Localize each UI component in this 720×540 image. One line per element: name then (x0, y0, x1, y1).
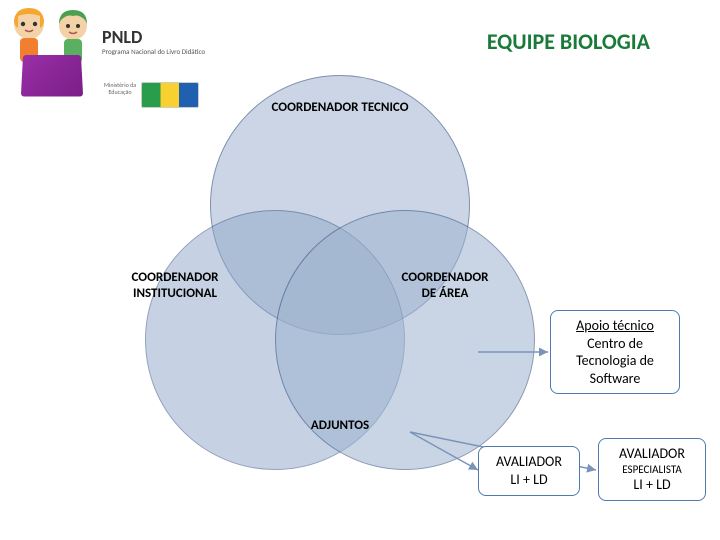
callout-title: AVALIADOR (487, 453, 571, 471)
venn-label-left: COORDENADORINSTITUCIONAL (115, 270, 235, 301)
mec-logo: Ministério da Educação (102, 82, 138, 95)
callout-title: Apoio técnico (559, 317, 671, 335)
venn-label-right: COORDENADORDE ÁREA (385, 270, 505, 301)
callout-avaliador1: AVALIADORLI + LD (478, 446, 580, 496)
book-icon (21, 55, 83, 96)
callout-apoio: Apoio técnicoCentro deTecnologia deSoftw… (550, 310, 680, 394)
venn-label-top: COORDENADOR TECNICO (250, 100, 430, 116)
callout-line: Centro de (559, 335, 671, 353)
callout-line: LI + LD (487, 471, 571, 489)
callout-line: LI + LD (607, 476, 697, 494)
callout-title: AVALIADOR (607, 445, 697, 463)
venn-center-label: ADJUNTOS (290, 418, 390, 434)
callout-line: Tecnologia de (559, 352, 671, 370)
callout-line: Software (559, 370, 671, 388)
callout-line: ESPECIALISTA (607, 463, 697, 477)
pnld-logo-text: PNLD (102, 26, 142, 48)
callout-avaliador2: AVALIADORESPECIALISTALI + LD (598, 438, 706, 501)
